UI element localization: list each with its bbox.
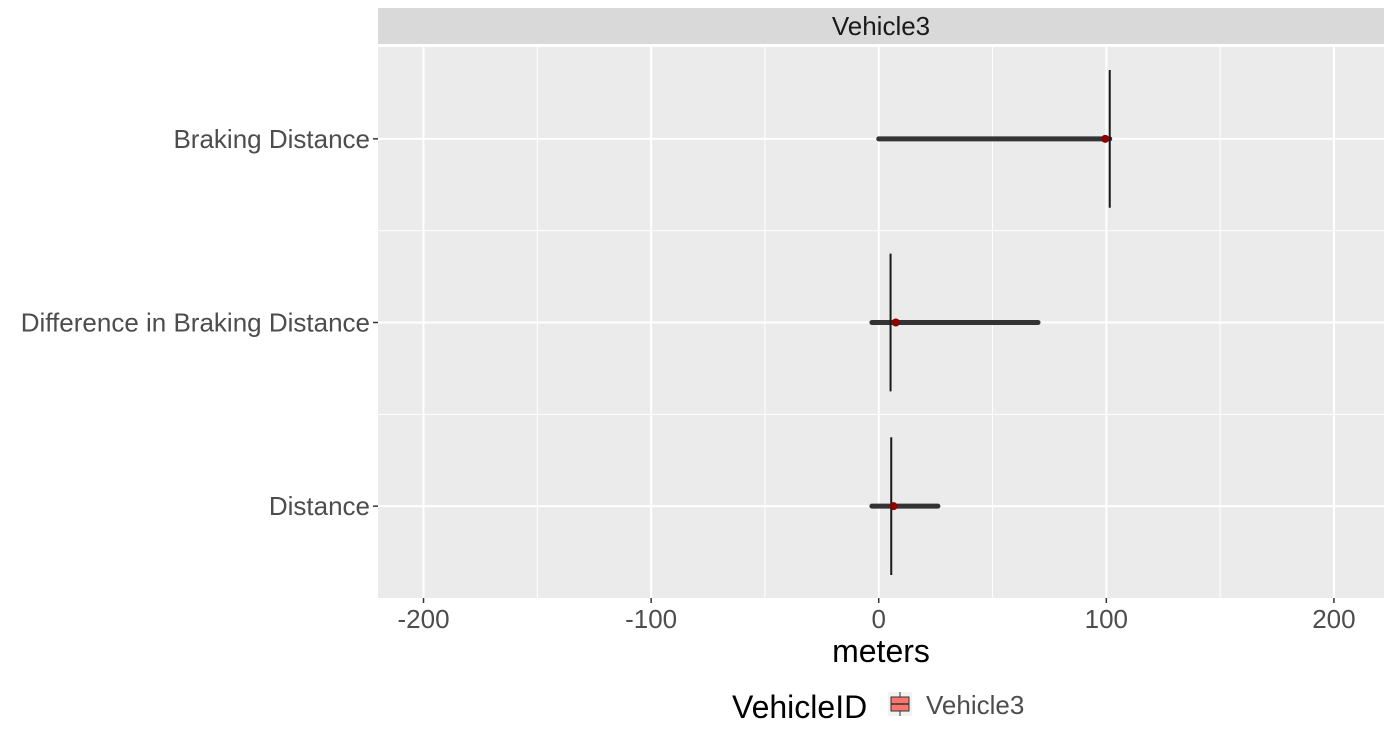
legend: VehicleID Vehicle3 <box>732 689 1024 725</box>
x-tick-label: 100 <box>1085 604 1128 634</box>
x-tick-label: 200 <box>1312 604 1355 634</box>
mean-point <box>1101 134 1110 143</box>
legend-item-label: Vehicle3 <box>926 690 1024 720</box>
legend-key-vehicle3 <box>888 692 912 716</box>
x-axis: -200 -100 0 100 200 <box>397 598 1356 634</box>
strip-background <box>378 8 1384 44</box>
y-tick-label: Difference in Braking Distance <box>21 308 370 338</box>
y-tick-label: Distance <box>269 491 370 521</box>
x-tick-label: 0 <box>871 604 885 634</box>
mean-point <box>889 502 898 511</box>
x-tick-label: -100 <box>625 604 677 634</box>
facet-strip-label: Vehicle3 <box>832 11 930 41</box>
box-marks <box>869 69 1113 576</box>
x-tick-label: -200 <box>397 604 449 634</box>
x-axis-title: meters <box>832 633 930 669</box>
legend-title: VehicleID <box>732 689 867 725</box>
y-axis: Braking Distance Difference in Braking Di… <box>21 124 378 521</box>
mean-point <box>891 318 900 327</box>
y-tick-label: Braking Distance <box>173 124 370 154</box>
